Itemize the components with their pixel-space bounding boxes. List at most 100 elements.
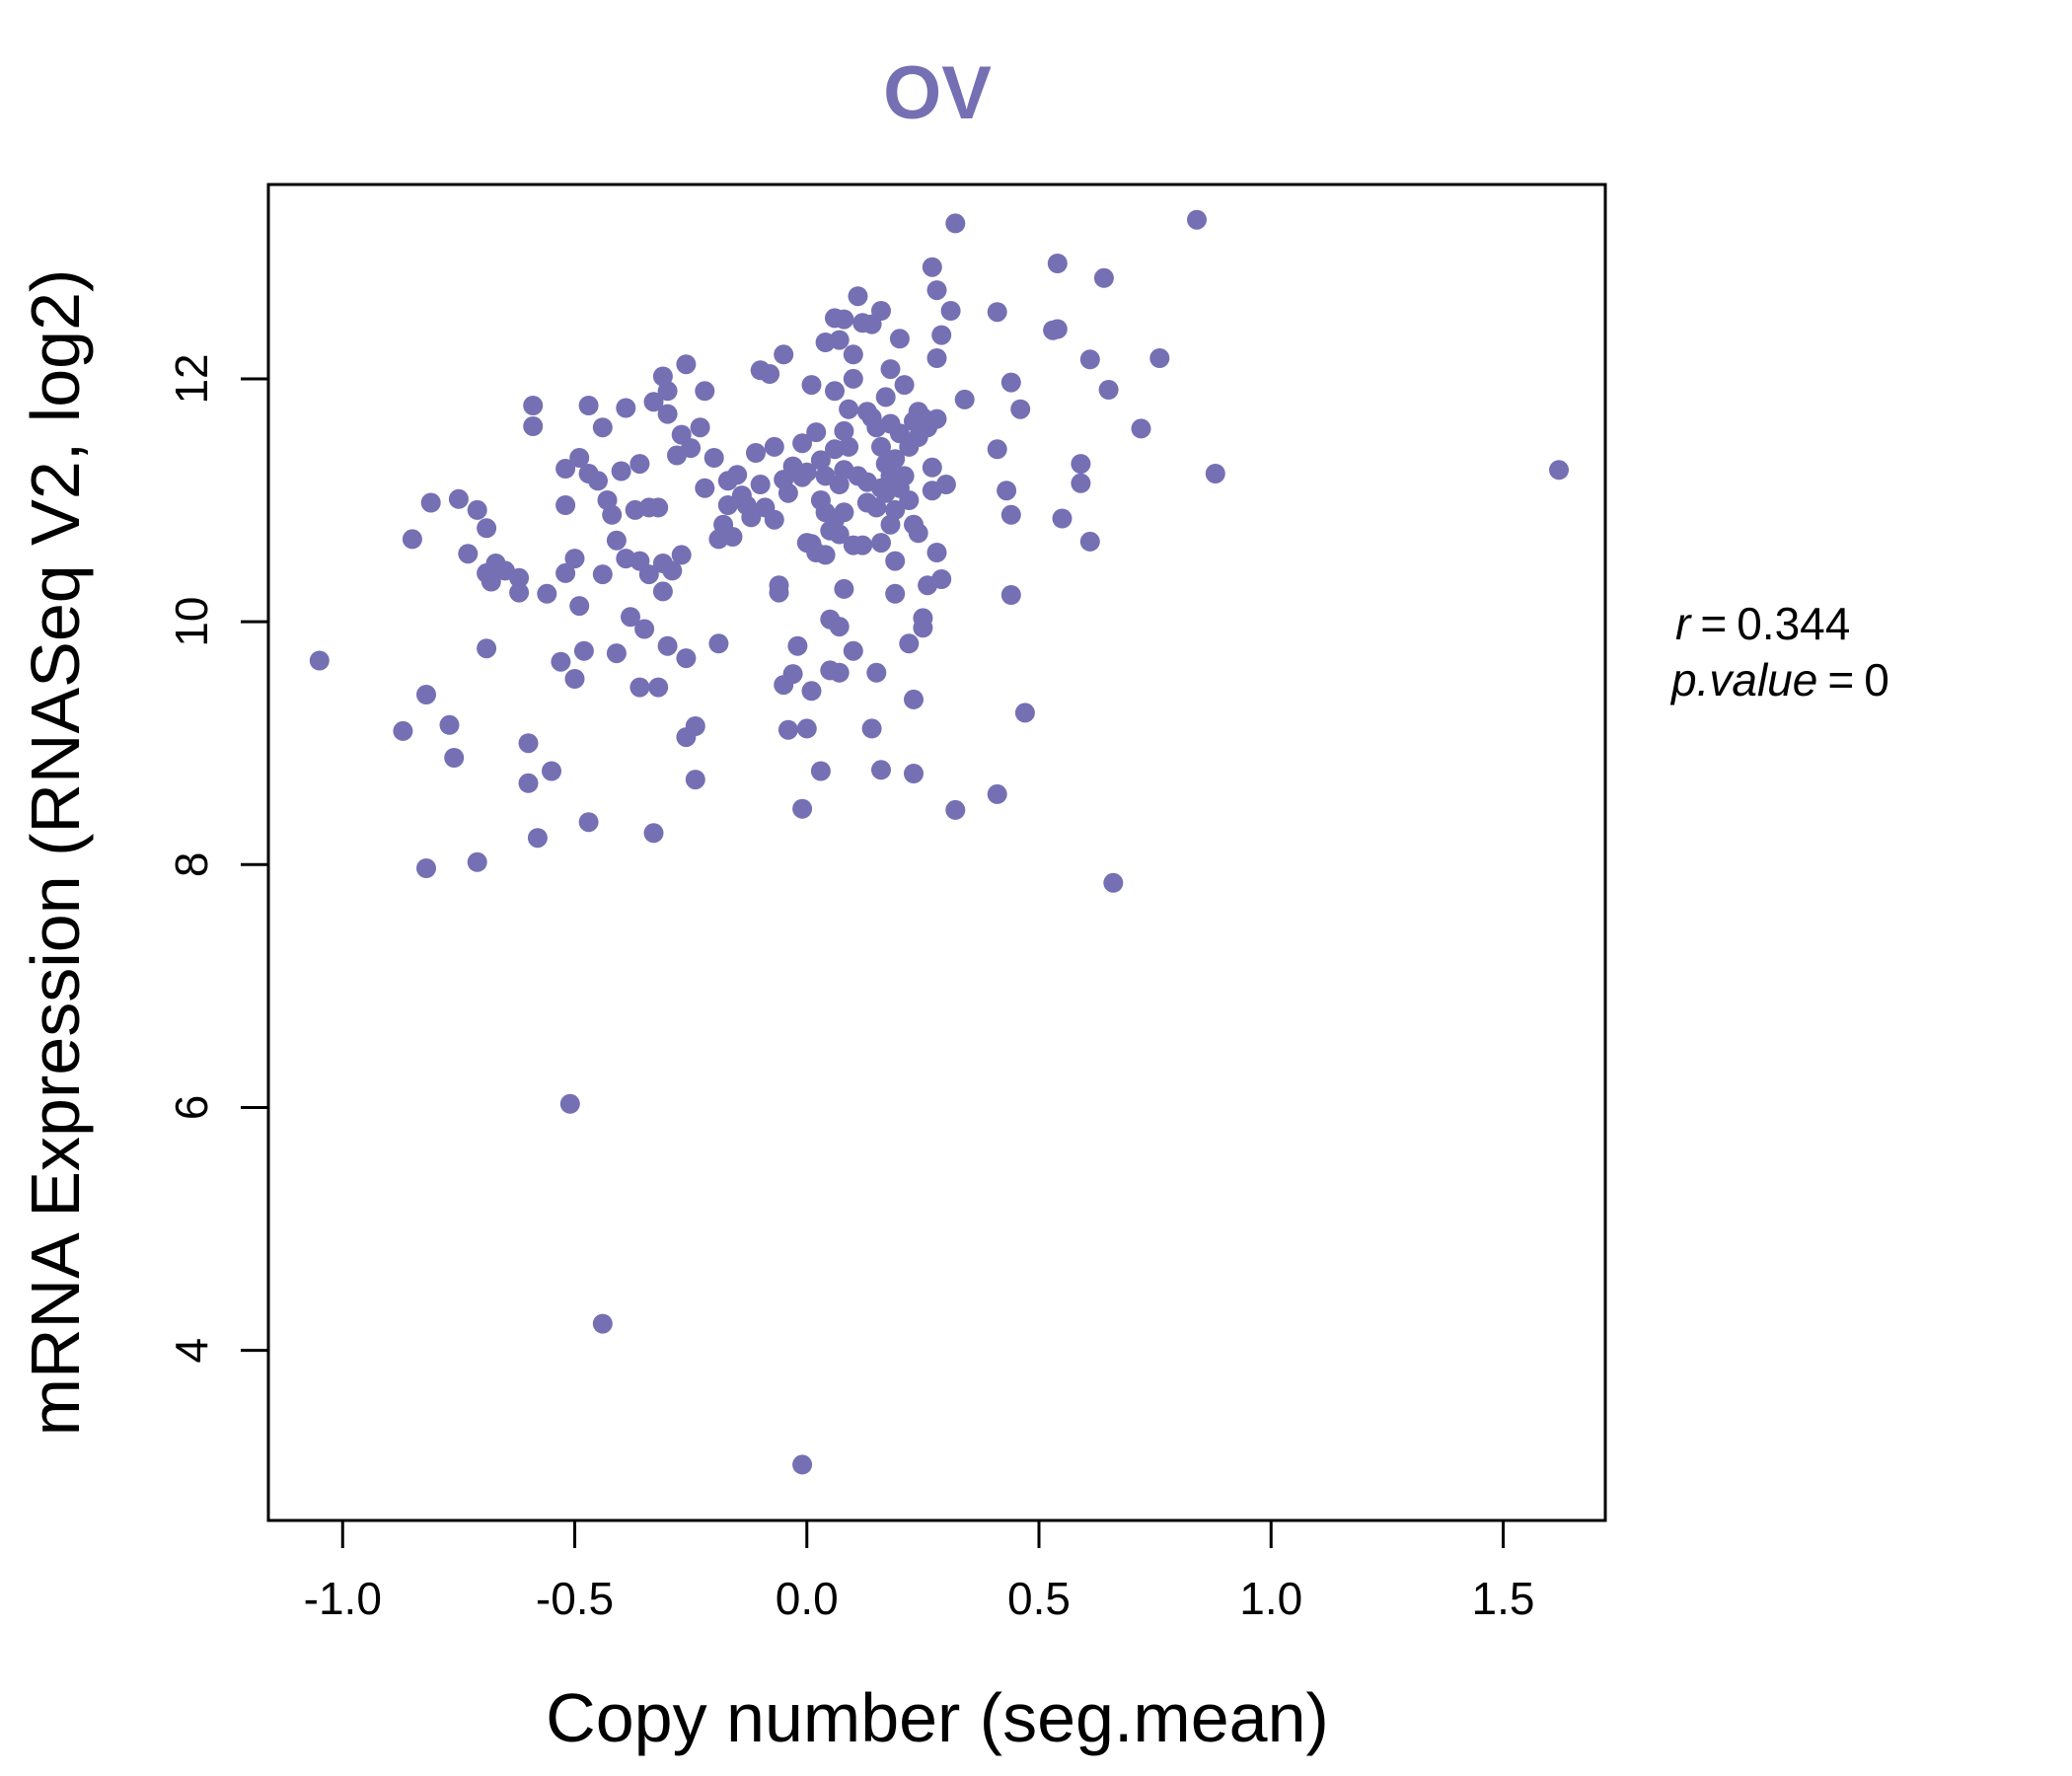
x-axis-ticks: -1.0 -0.5 0.0 0.5 1.0 1.5 xyxy=(304,1520,1535,1624)
data-point xyxy=(652,581,673,602)
data-point xyxy=(671,545,692,565)
data-point xyxy=(1000,372,1021,393)
data-point xyxy=(1549,460,1569,481)
data-point xyxy=(527,828,548,849)
data-point xyxy=(750,475,771,494)
data-point xyxy=(648,677,669,698)
data-point xyxy=(509,582,530,603)
data-point xyxy=(621,607,640,628)
data-point xyxy=(1187,209,1207,230)
data-point xyxy=(634,619,655,639)
data-point xyxy=(676,354,697,375)
data-point xyxy=(416,858,436,878)
data-point xyxy=(1071,473,1091,493)
data-point xyxy=(444,748,465,768)
data-point xyxy=(681,438,702,459)
data-point xyxy=(940,301,961,321)
data-point xyxy=(578,812,599,833)
data-point xyxy=(746,443,766,463)
data-points xyxy=(309,209,1569,1475)
data-point xyxy=(875,387,896,407)
data-point xyxy=(926,280,947,301)
data-point xyxy=(926,408,947,429)
data-point xyxy=(834,578,854,599)
data-point xyxy=(899,633,920,654)
data-point xyxy=(777,719,798,740)
data-point xyxy=(796,718,817,739)
data-point xyxy=(592,564,613,585)
data-point xyxy=(643,392,664,412)
data-point xyxy=(764,509,784,530)
r-label: r xyxy=(1675,598,1692,649)
data-point xyxy=(935,475,956,494)
data-point xyxy=(481,571,501,592)
data-point xyxy=(825,381,845,402)
data-point xyxy=(806,422,827,443)
r-equals: = xyxy=(1700,598,1727,649)
data-point xyxy=(309,650,330,671)
data-point xyxy=(657,635,678,656)
data-point xyxy=(1098,380,1119,400)
data-point xyxy=(904,689,924,709)
data-point xyxy=(829,330,850,350)
data-point xyxy=(448,488,469,509)
data-point xyxy=(839,436,859,457)
data-point xyxy=(569,448,590,468)
data-point xyxy=(439,714,460,735)
data-point xyxy=(592,1313,613,1334)
data-point xyxy=(922,257,942,277)
correlation-annotation: r = 0.344 p.value = 0 xyxy=(1669,598,1889,705)
p-value-label: p.value xyxy=(1669,654,1817,705)
data-point xyxy=(926,348,947,368)
data-point xyxy=(792,798,813,819)
data-point xyxy=(537,583,557,604)
data-point xyxy=(722,527,743,547)
data-point xyxy=(564,669,585,689)
data-point xyxy=(559,1093,580,1114)
data-point xyxy=(477,518,497,539)
data-point xyxy=(523,396,544,415)
data-point xyxy=(416,685,436,704)
data-point xyxy=(741,507,762,528)
data-point xyxy=(578,396,599,415)
data-point xyxy=(1000,504,1021,525)
data-point xyxy=(787,635,808,656)
y-tick-label: 8 xyxy=(166,852,217,878)
data-point xyxy=(662,560,683,581)
data-point xyxy=(1071,454,1091,475)
x-tick-label: 1.5 xyxy=(1472,1573,1535,1624)
data-point xyxy=(997,481,1017,501)
data-point xyxy=(848,286,868,307)
data-point xyxy=(1052,508,1073,529)
x-tick-label: -1.0 xyxy=(304,1573,382,1624)
data-point xyxy=(760,364,780,384)
data-point xyxy=(458,544,479,564)
data-point xyxy=(467,499,487,520)
data-point xyxy=(861,718,882,739)
data-point xyxy=(467,851,487,872)
data-point xyxy=(1010,399,1031,419)
y-axis-title: mRNA Expression (RNASeq V2, log2) xyxy=(17,269,94,1437)
data-point xyxy=(564,549,585,569)
data-point xyxy=(987,783,1007,804)
data-point xyxy=(922,457,942,478)
data-point xyxy=(866,662,887,683)
data-point xyxy=(871,760,891,780)
data-point xyxy=(592,417,613,438)
data-point xyxy=(913,618,933,638)
data-point xyxy=(695,381,715,402)
data-point xyxy=(769,582,789,603)
data-point xyxy=(885,449,906,470)
y-axis-ticks: 4 6 8 10 12 xyxy=(166,353,268,1363)
data-point xyxy=(518,773,539,793)
data-point xyxy=(908,523,928,544)
data-point xyxy=(987,302,1007,323)
data-point xyxy=(685,716,705,736)
data-point xyxy=(777,482,798,503)
data-point xyxy=(685,770,705,790)
data-point xyxy=(866,497,887,518)
data-point xyxy=(1103,872,1124,893)
data-point xyxy=(1079,349,1100,370)
data-point xyxy=(792,1454,813,1475)
